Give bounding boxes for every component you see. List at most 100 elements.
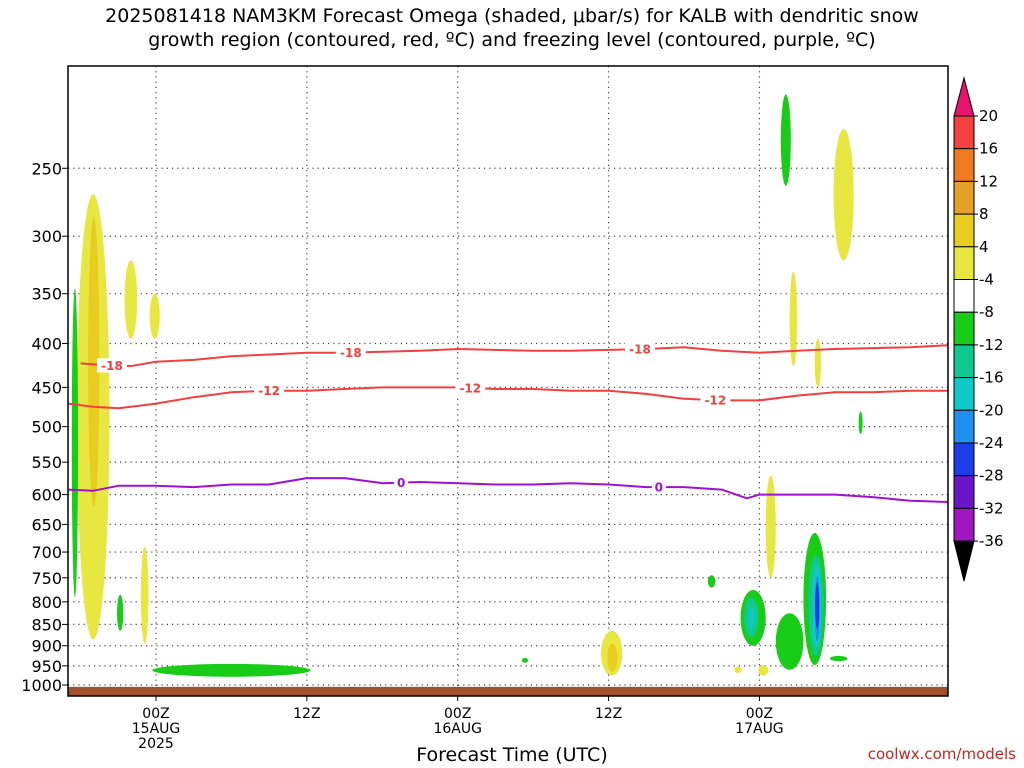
colorbar-segment-12	[953, 507, 975, 542]
y-tick-label-650: 650	[31, 515, 62, 534]
omega-region-25	[780, 94, 791, 186]
colorbar-label-13: -36	[979, 532, 1004, 550]
x-tick-label-4-0: 00Z	[746, 706, 773, 722]
contour-label-1-0: -12	[258, 384, 280, 398]
colorbar-top-arrow	[953, 76, 975, 117]
contour-label-1-1: -12	[459, 381, 481, 395]
y-tick-label-800: 800	[31, 593, 62, 612]
colorbar-label-5: -4	[979, 271, 994, 289]
contour-label-0-2: -18	[629, 343, 651, 357]
contour-label-2-0: 0	[397, 476, 405, 490]
omega-region-9	[607, 643, 618, 672]
colorbar-segment-1	[953, 148, 975, 182]
y-tick-label-750: 750	[31, 569, 62, 588]
omega-region-21	[734, 666, 742, 673]
colorbar-segment-8	[953, 377, 975, 411]
omega-region-5	[71, 288, 79, 598]
colorbar-label-3: 8	[979, 205, 989, 223]
colorbar-segment-11	[953, 475, 975, 509]
omega-region-27	[829, 655, 848, 662]
omega-region-14	[775, 613, 804, 670]
x-axis-label: Forecast Time (UTC)	[416, 744, 608, 766]
colorbar-segment-7	[953, 344, 975, 379]
y-tick-label-250: 250	[31, 159, 62, 178]
y-tick-label-850: 850	[31, 615, 62, 634]
grid-lines	[68, 66, 948, 696]
x-tick-label-1-0: 12Z	[293, 706, 320, 722]
contour-label-bg-1-0	[254, 383, 285, 398]
colorbar-label-4: 4	[979, 238, 989, 256]
colorbar-label-1: 16	[979, 140, 998, 158]
title-line-1: 2025081418 NAM3KM Forecast Omega (shaded…	[105, 5, 919, 27]
contour-label-0-1: -18	[340, 346, 362, 360]
pressure-axis: 250 300 350 400 450 500 550 600 650 700 750 800 850 9…	[21, 159, 68, 695]
colorbar-label-11: -28	[979, 467, 1004, 485]
colorbar-segment-6	[953, 311, 975, 346]
omega-region-26	[707, 575, 716, 588]
plot-background	[68, 66, 948, 696]
contour-label-bg-1-2	[700, 393, 731, 408]
plot-frame	[67, 65, 949, 697]
x-tick-label-4-1: 17AUG	[735, 721, 784, 737]
y-tick-label-900: 900	[31, 637, 62, 656]
y-tick-label-950: 950	[31, 657, 62, 676]
x-tick-label-3-0: 12Z	[595, 706, 622, 722]
colorbar-label-6: -8	[979, 303, 994, 321]
y-tick-label-300: 300	[31, 227, 62, 246]
colorbar-label-8: -16	[979, 369, 1004, 387]
contour-label-1-2: -12	[705, 394, 727, 408]
contour-label-bg-0-2	[625, 342, 655, 357]
colorbar-bottom-arrow	[953, 540, 975, 582]
terrain-fill	[68, 686, 948, 696]
title-line-2: growth region (contoured, red, ºC) and f…	[148, 29, 876, 51]
y-tick-label-400: 400	[31, 334, 62, 353]
y-tick-label-1000: 1000	[21, 676, 62, 695]
y-tick-label-700: 700	[31, 543, 62, 562]
colorbar-label-10: -24	[979, 434, 1004, 452]
contour-label-2-1: 0	[655, 481, 663, 495]
colorbar-segment-4	[953, 246, 975, 281]
contour-line-2	[68, 477, 948, 503]
omega-region-13	[765, 475, 776, 578]
colorbar-segment-3	[953, 213, 975, 248]
omega-region-6	[117, 594, 124, 631]
omega-region-20	[758, 665, 769, 676]
colorbar-label-7: -12	[979, 336, 1004, 354]
colorbar-segment-10	[953, 442, 975, 477]
omega-region-19	[815, 582, 820, 629]
y-tick-label-350: 350	[31, 285, 62, 304]
omega-region-24	[833, 129, 854, 261]
temperature-contours: -18 -18 -18 -12 -12 -12 0 0	[68, 342, 948, 503]
y-tick-label-500: 500	[31, 418, 62, 437]
contour-label-bg-0-0	[97, 358, 127, 373]
contour-line-0	[80, 344, 948, 368]
colorbar-label-9: -20	[979, 401, 1004, 419]
x-tick-label-0-0: 00Z	[142, 706, 169, 722]
contour-label-bg-1-1	[455, 380, 486, 395]
omega-shading	[71, 94, 863, 677]
omega-region-23	[814, 338, 822, 388]
colorbar-segment-9	[953, 409, 975, 444]
x-tick-label-2-1: 16AUG	[433, 721, 482, 737]
omega-region-3	[149, 293, 160, 339]
x-tick-label-2-0: 00Z	[444, 706, 471, 722]
contour-line-1	[68, 386, 948, 410]
contour-label-bg-2-0	[394, 475, 409, 490]
y-tick-label-550: 550	[31, 453, 62, 472]
contour-label-bg-2-1	[651, 480, 666, 495]
credit-text: coolwx.com/models	[867, 745, 1016, 763]
colorbar: 20 16 12 8 4 -4 -8 -12 -16 -20 -24 -28 -32 -36	[953, 76, 1004, 582]
colorbar-label-2: 12	[979, 172, 998, 190]
omega-region-12	[748, 606, 755, 629]
x-tick-label-0-1: 15AUG	[132, 721, 181, 737]
colorbar-segment-2	[953, 180, 975, 215]
omega-region-7	[152, 663, 311, 677]
chart-title: 2025081418 NAM3KM Forecast Omega (shaded…	[0, 4, 1024, 52]
x-tick-label-0-2: 2025	[138, 736, 174, 752]
contour-label-bg-0-1	[335, 345, 366, 360]
colorbar-segment-0	[953, 115, 975, 150]
omega-region-2	[124, 260, 138, 339]
omega-region-29	[521, 657, 529, 663]
